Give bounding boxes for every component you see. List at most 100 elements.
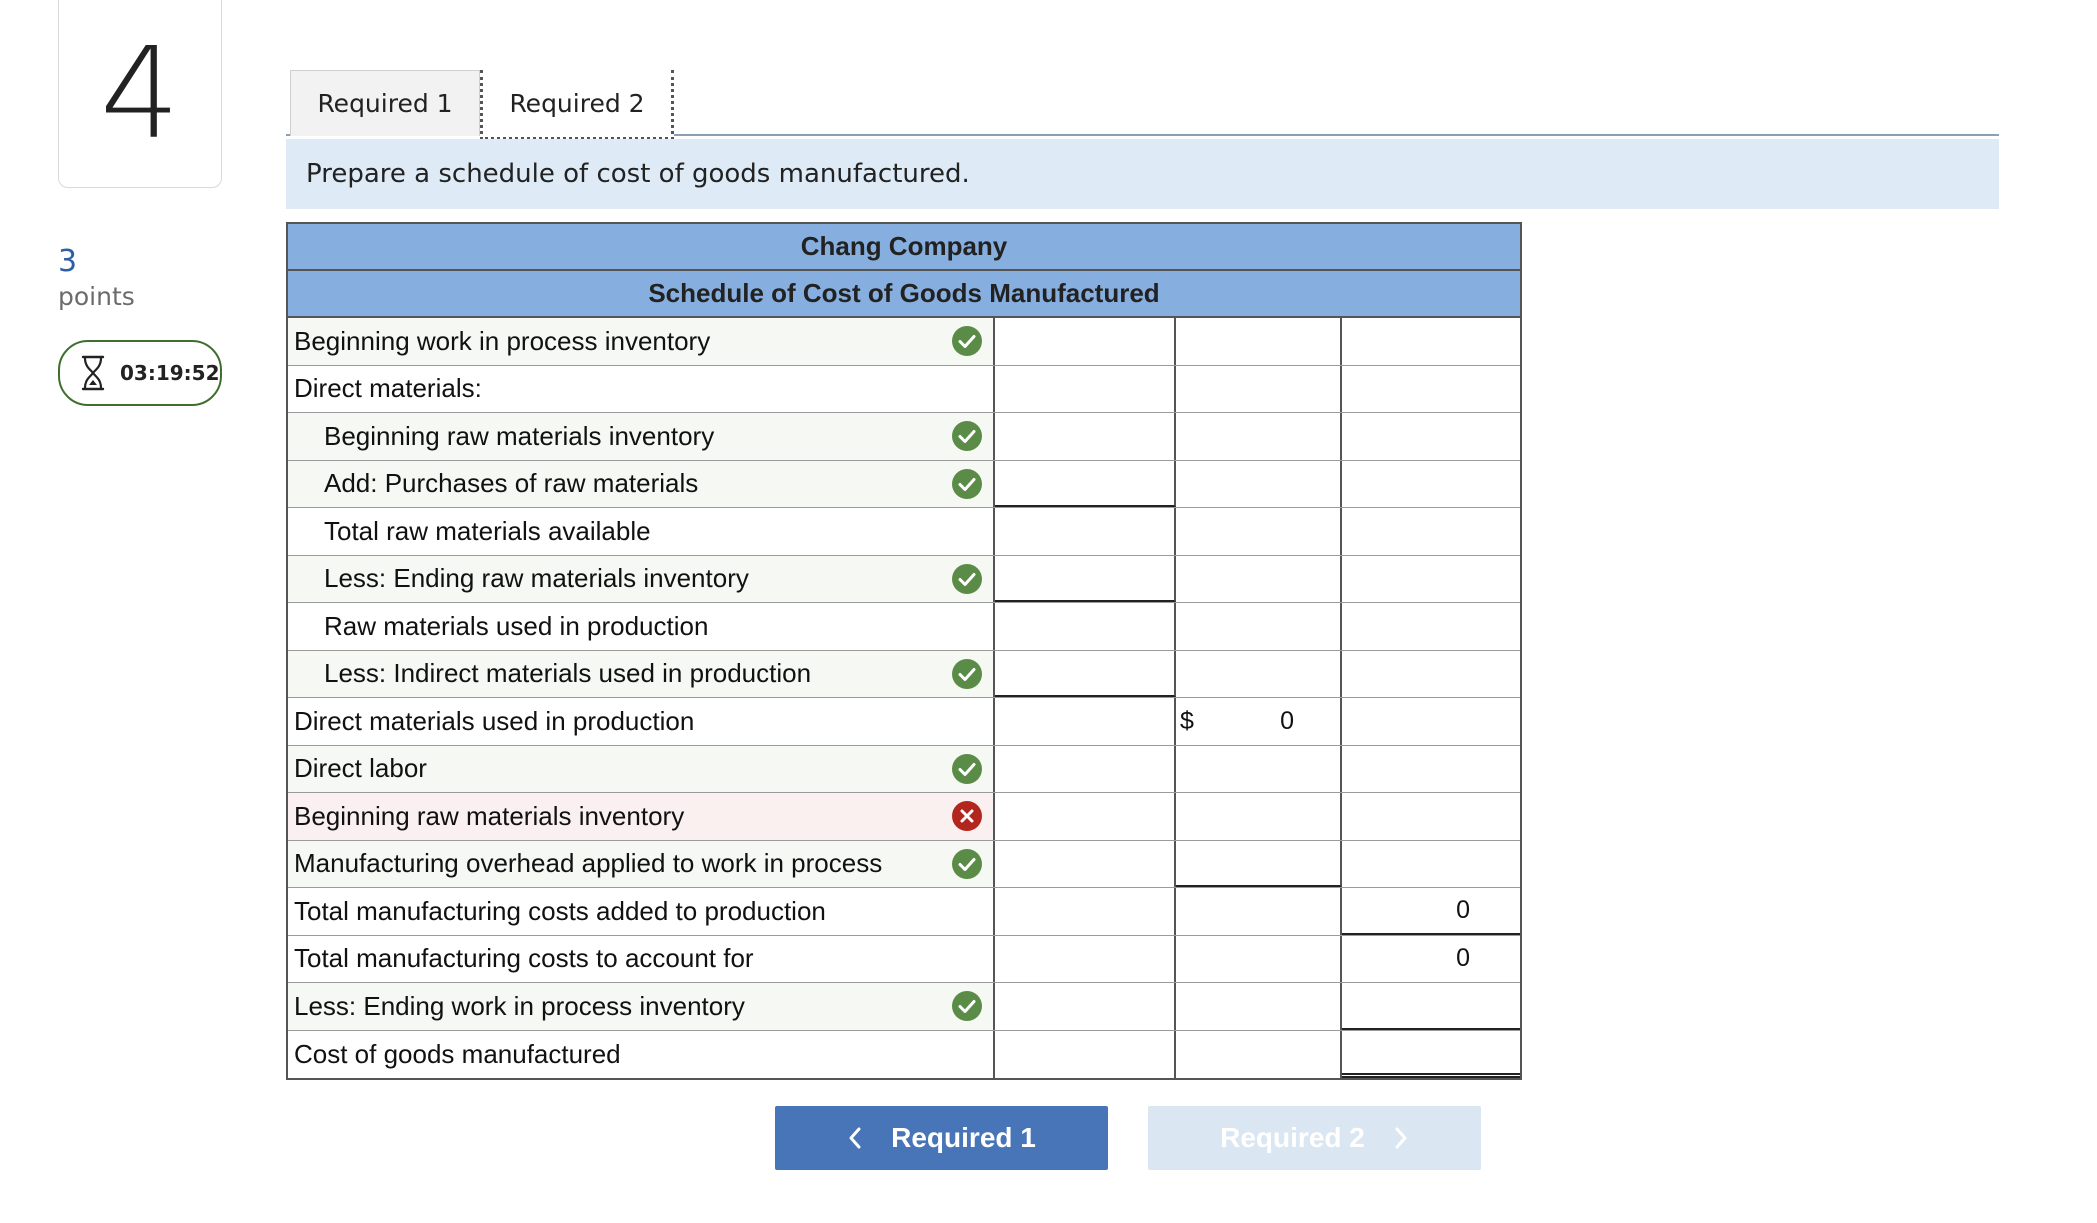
amount-input-col3[interactable]: 0 [1342, 888, 1520, 935]
row-label-text: Manufacturing overhead applied to work i… [294, 848, 883, 879]
table-row: Beginning raw materials inventory [288, 793, 1520, 841]
amount-input-col2[interactable] [1176, 983, 1342, 1030]
amount-input-col2[interactable] [1176, 413, 1342, 460]
amount-input-col2[interactable] [1176, 650, 1342, 697]
amount-input-col2[interactable] [1176, 793, 1342, 840]
tab-bar: Required 1 Required 2 [286, 68, 1999, 140]
next-button-label: Required 2 [1220, 1122, 1365, 1153]
tab-required-2[interactable]: Required 2 [480, 70, 674, 140]
amount-input-col3[interactable] [1342, 793, 1520, 840]
amount-input-col1[interactable] [995, 935, 1176, 982]
x-circle-icon [952, 801, 982, 832]
amount-input-col1[interactable] [995, 650, 1176, 697]
amount-input-col1[interactable] [995, 698, 1176, 745]
amount-input-col1[interactable] [995, 983, 1176, 1030]
hourglass-icon [81, 355, 105, 391]
row-label-select[interactable]: Direct materials used in production [288, 698, 995, 745]
row-label-text: Beginning raw materials inventory [324, 420, 715, 451]
amount-input-col2[interactable] [1176, 1030, 1342, 1078]
row-label-select[interactable]: Less: Ending work in process inventory [288, 983, 995, 1030]
timer[interactable]: 03:19:52 [58, 340, 222, 406]
next-required-button[interactable]: Required 2 [1148, 1106, 1481, 1170]
row-label-text: Direct materials used in production [294, 705, 695, 736]
amount-input-col2[interactable] [1176, 840, 1342, 887]
row-label-select[interactable]: Total raw materials available [288, 508, 995, 555]
amount-input-col2[interactable] [1176, 318, 1342, 365]
check-circle-icon [952, 468, 982, 499]
amount-input-col3[interactable] [1342, 508, 1520, 555]
table-row: Less: Indirect materials used in product… [288, 650, 1520, 698]
amount-input-col2[interactable] [1176, 603, 1342, 650]
row-label-text: Less: Ending raw materials inventory [324, 563, 749, 594]
amount-input-col2[interactable] [1176, 745, 1342, 792]
amount-input-col2[interactable] [1176, 888, 1342, 935]
amount-input-col3[interactable]: 0 [1342, 936, 1520, 983]
amount-input-col1[interactable] [995, 888, 1176, 935]
amount-input-col3[interactable] [1342, 603, 1520, 650]
row-label-text: Raw materials used in production [324, 610, 709, 641]
amount-input-col2[interactable]: $0 [1176, 698, 1342, 745]
points-label: points [58, 282, 135, 311]
row-label-text: Total manufacturing costs to account for [294, 943, 754, 974]
row-label-select[interactable]: Direct materials: [288, 365, 995, 412]
row-label-text: Direct labor [294, 753, 427, 784]
amount-value: 0 [1280, 706, 1294, 735]
prev-button-label: Required 1 [891, 1122, 1036, 1153]
row-label-select[interactable]: Raw materials used in production [288, 603, 995, 650]
amount-input-col1[interactable] [995, 460, 1176, 507]
row-label-select[interactable]: Direct labor [288, 745, 995, 792]
table-row: Direct labor [288, 745, 1520, 793]
row-label-select[interactable]: Beginning raw materials inventory [288, 793, 995, 840]
amount-input-col3[interactable] [1342, 983, 1520, 1030]
amount-input-col2[interactable] [1176, 555, 1342, 602]
amount-input-col3[interactable] [1342, 366, 1520, 413]
amount-input-col2[interactable] [1176, 508, 1342, 555]
amount-input-col1[interactable] [995, 1030, 1176, 1078]
row-label-select[interactable]: Total manufacturing costs added to produ… [288, 888, 995, 935]
amount-input-col3[interactable] [1342, 556, 1520, 603]
table-row: Beginning work in process inventory [288, 318, 1520, 366]
amount-input-col3[interactable] [1342, 413, 1520, 460]
row-label-select[interactable]: Total manufacturing costs to account for [288, 935, 995, 982]
amount-input-col2[interactable] [1176, 460, 1342, 507]
company-header: Chang Company [288, 224, 1520, 271]
row-label-text: Cost of goods manufactured [294, 1038, 621, 1069]
amount-input-col3[interactable] [1342, 318, 1520, 365]
amount-input-col1[interactable] [995, 840, 1176, 887]
amount-input-col1[interactable] [995, 413, 1176, 460]
table-row: Total manufacturing costs added to produ… [288, 888, 1520, 936]
row-label-select[interactable]: Beginning work in process inventory [288, 318, 995, 365]
table-row: Less: Ending work in process inventory [288, 983, 1520, 1031]
table-row: Beginning raw materials inventory [288, 413, 1520, 461]
amount-input-col1[interactable] [995, 508, 1176, 555]
amount-input-col3[interactable] [1342, 841, 1520, 888]
amount-input-col3[interactable] [1342, 698, 1520, 745]
tab-required-1[interactable]: Required 1 [290, 70, 480, 136]
amount-input-col1[interactable] [995, 603, 1176, 650]
amount-input-col1[interactable] [995, 745, 1176, 792]
chevron-right-icon [1395, 1127, 1407, 1149]
row-label-text: Beginning work in process inventory [294, 325, 711, 356]
amount-input-col1[interactable] [995, 365, 1176, 412]
table-row: Total manufacturing costs to account for… [288, 935, 1520, 983]
row-label-select[interactable]: Beginning raw materials inventory [288, 413, 995, 460]
amount-input-col1[interactable] [995, 318, 1176, 365]
amount-input-col3[interactable] [1342, 651, 1520, 698]
row-label-text: Direct materials: [294, 373, 482, 404]
table-row: Raw materials used in production [288, 603, 1520, 651]
row-label-text: Beginning raw materials inventory [294, 800, 685, 831]
row-label-select[interactable]: Cost of goods manufactured [288, 1030, 995, 1078]
row-label-select[interactable]: Less: Ending raw materials inventory [288, 555, 995, 602]
row-label-select[interactable]: Less: Indirect materials used in product… [288, 650, 995, 697]
amount-input-col2[interactable] [1176, 365, 1342, 412]
row-label-select[interactable]: Manufacturing overhead applied to work i… [288, 840, 995, 887]
amount-input-col3[interactable] [1342, 461, 1520, 508]
amount-input-col3[interactable] [1342, 746, 1520, 793]
prev-required-button[interactable]: Required 1 [775, 1106, 1108, 1170]
row-label-select[interactable]: Add: Purchases of raw materials [288, 460, 995, 507]
amount-input-col1[interactable] [995, 555, 1176, 602]
amount-input-col3[interactable] [1342, 1031, 1520, 1078]
amount-input-col2[interactable] [1176, 935, 1342, 982]
amount-input-col1[interactable] [995, 793, 1176, 840]
check-circle-icon [952, 753, 982, 784]
